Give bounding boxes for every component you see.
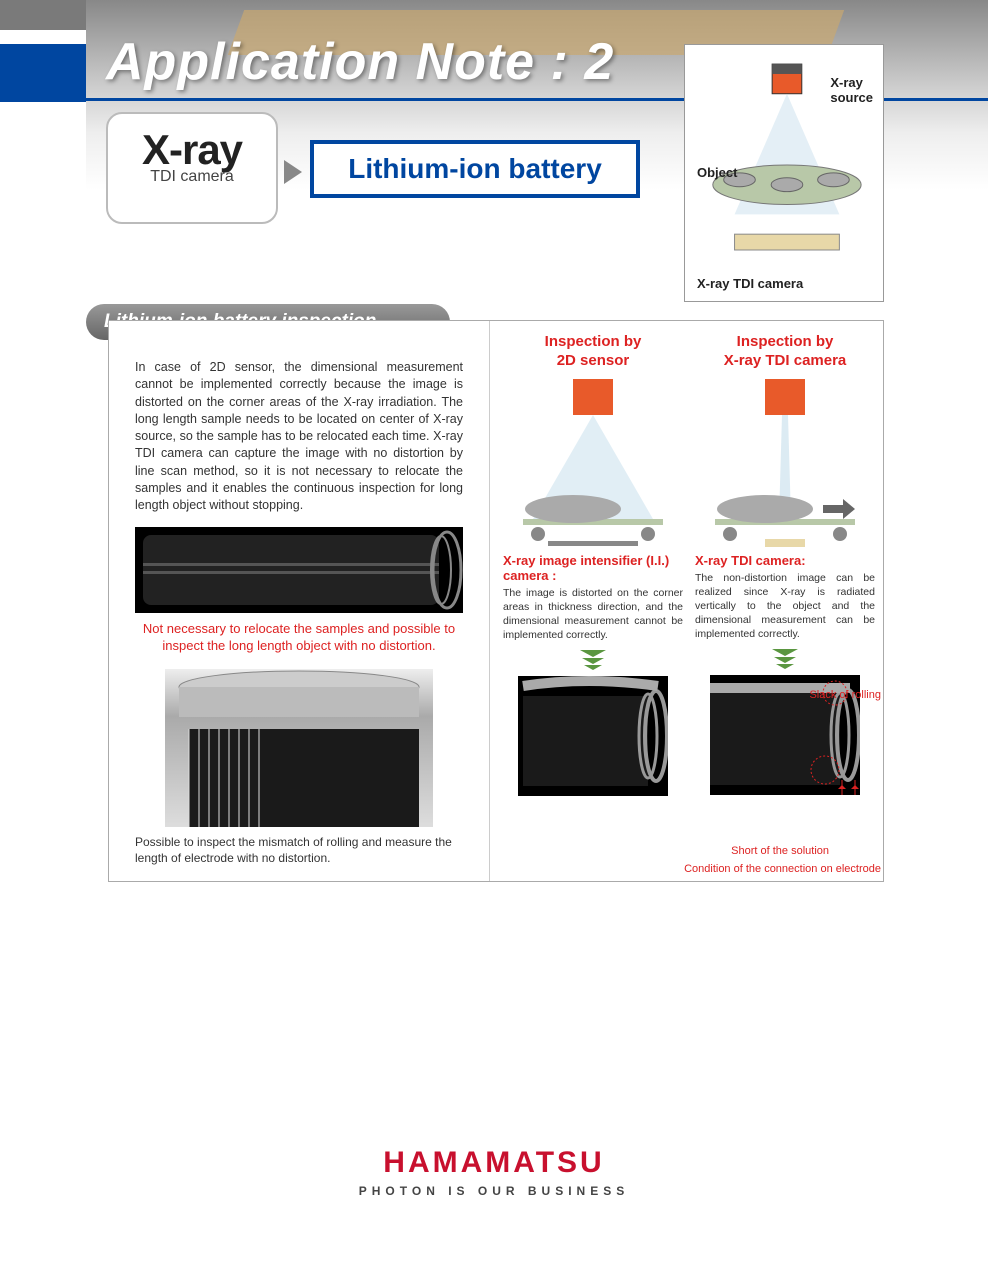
logo-name: HAMAMATSU <box>359 1146 629 1180</box>
setup-diagram: X-ray source Object X-ray TDI camera <box>684 44 884 302</box>
diagram-src-label: X-ray source <box>830 75 873 105</box>
diagram-obj-label: Object <box>697 165 737 180</box>
triangle-icon <box>284 160 302 184</box>
blue-square <box>0 44 86 102</box>
annot-slack: Slack of rolling <box>809 689 881 701</box>
battery-detail-image <box>165 669 433 827</box>
xray-badge: X-ray TDI camera <box>106 112 278 224</box>
diagram-2d <box>513 379 673 549</box>
xray-sublabel: TDI camera <box>108 168 276 186</box>
red-note: Not necessary to relocate the samples an… <box>135 621 463 655</box>
col-2d: Inspection by 2D sensor X-ray image inte… <box>503 333 683 796</box>
annot-short: Short of the solution <box>731 845 829 857</box>
annot-cond: Condition of the connection on electrode <box>684 863 881 875</box>
product-label: Lithium-ion battery <box>348 153 602 185</box>
col-tdi: Inspection by X-ray TDI camera X-ray TDI… <box>695 333 875 795</box>
diagram-tdi <box>705 379 865 549</box>
page-title: Application Note : 2 <box>106 32 614 92</box>
arrow-down-icon <box>770 647 800 669</box>
battery-full-image <box>135 527 463 613</box>
subtitle-2d: X-ray image intensifier (I.I.) camera : <box>503 553 683 583</box>
logo-tagline: PHOTON IS OUR BUSINESS <box>359 1184 629 1198</box>
text-2d: The image is distorted on the corner are… <box>503 586 683 643</box>
xray-label: X-ray <box>108 126 276 174</box>
main-content: In case of 2D sensor, the dimensional me… <box>108 320 884 882</box>
heading-2d: Inspection by 2D sensor <box>503 333 683 371</box>
diagram-cam-label: X-ray TDI camera <box>697 276 803 291</box>
heading-tdi: Inspection by X-ray TDI camera <box>695 333 875 371</box>
arrow-down-icon <box>578 648 608 670</box>
text-tdi: The non-distortion image can be realized… <box>695 571 875 642</box>
caption-detail: Possible to inspect the mismatch of roll… <box>135 835 463 866</box>
footer-logo: HAMAMATSU PHOTON IS OUR BUSINESS <box>359 1146 629 1198</box>
result-2d-image <box>518 676 668 796</box>
product-box: Lithium-ion battery <box>310 140 640 198</box>
divider <box>489 321 490 881</box>
subtitle-tdi: X-ray TDI camera: <box>695 553 875 568</box>
intro-paragraph: In case of 2D sensor, the dimensional me… <box>135 359 463 514</box>
